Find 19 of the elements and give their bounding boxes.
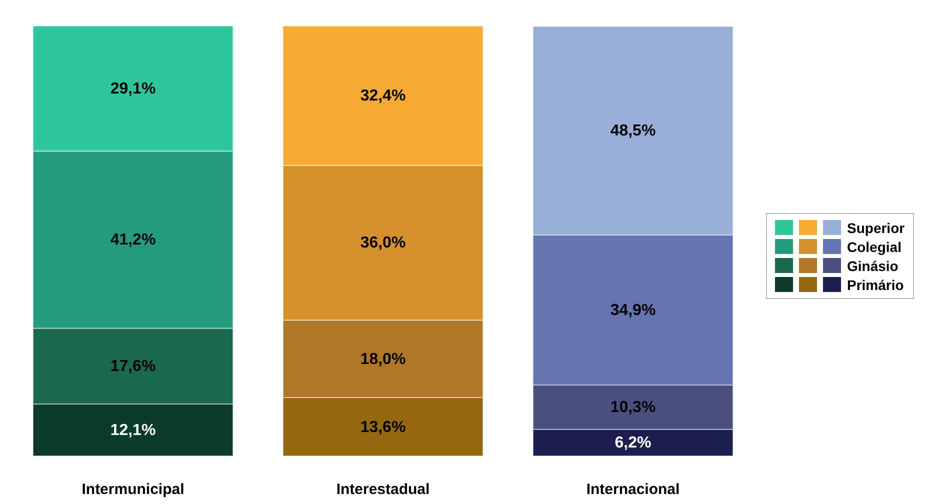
data-label: 32,4%: [360, 88, 406, 105]
legend-label: Superior: [847, 220, 905, 236]
data-label: 18,0%: [360, 350, 406, 368]
x-tick-label: Intermunicipal: [82, 481, 184, 498]
data-label: 48,5%: [610, 122, 656, 140]
data-label: 29,1%: [110, 80, 156, 98]
data-label: 13,6%: [360, 418, 406, 436]
data-label: 6,2%: [614, 434, 652, 452]
x-tick-label: Interestadual: [336, 481, 430, 498]
data-label: 10,3%: [610, 399, 656, 416]
x-tick-label: Internacional: [586, 481, 680, 498]
data-label: 17,6%: [110, 358, 156, 376]
legend-label: Ginásio: [847, 258, 898, 274]
legend-label: Primário: [847, 276, 904, 292]
legend-label: Colegial: [847, 238, 902, 254]
data-label: 34,9%: [610, 302, 656, 320]
data-label: 41,2%: [110, 232, 156, 249]
data-label: 12,1%: [110, 422, 156, 439]
data-label: 36,0%: [360, 234, 406, 252]
